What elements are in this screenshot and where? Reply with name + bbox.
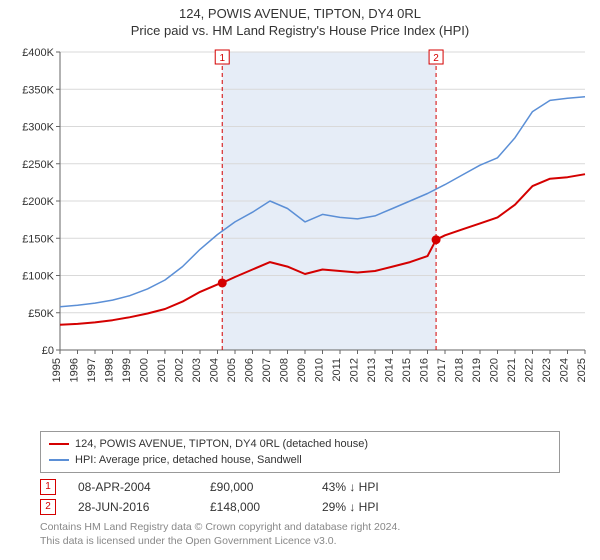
svg-text:2022: 2022 — [524, 358, 536, 382]
event-delta: 29% ↓ HPI — [322, 500, 432, 514]
attribution: Contains HM Land Registry data © Crown c… — [40, 521, 560, 548]
svg-text:2007: 2007 — [261, 358, 273, 382]
svg-text:2013: 2013 — [366, 358, 378, 382]
footer-line1: Contains HM Land Registry data © Crown c… — [40, 521, 560, 535]
event-marker-2: 2 — [40, 499, 56, 515]
svg-text:2: 2 — [433, 53, 439, 64]
event-date: 08-APR-2004 — [78, 480, 188, 494]
svg-text:2014: 2014 — [384, 358, 396, 382]
svg-text:2009: 2009 — [296, 358, 308, 382]
svg-text:1996: 1996 — [69, 358, 81, 382]
svg-text:2017: 2017 — [436, 358, 448, 382]
svg-text:1997: 1997 — [86, 358, 98, 382]
svg-text:2011: 2011 — [331, 358, 343, 382]
svg-text:2015: 2015 — [401, 358, 413, 382]
svg-text:2018: 2018 — [454, 358, 466, 382]
event-date: 28-JUN-2016 — [78, 500, 188, 514]
legend-label: 124, POWIS AVENUE, TIPTON, DY4 0RL (deta… — [75, 436, 368, 452]
event-marker-1: 1 — [40, 479, 56, 495]
footer-line2: This data is licensed under the Open Gov… — [40, 535, 560, 549]
svg-text:2025: 2025 — [576, 358, 588, 382]
legend-swatch-hpi — [49, 459, 69, 461]
legend: 124, POWIS AVENUE, TIPTON, DY4 0RL (deta… — [40, 431, 560, 473]
svg-text:2003: 2003 — [191, 358, 203, 382]
svg-text:£350K: £350K — [22, 84, 54, 96]
legend-label: HPI: Average price, detached house, Sand… — [75, 452, 302, 468]
legend-item: 124, POWIS AVENUE, TIPTON, DY4 0RL (deta… — [49, 436, 551, 452]
svg-text:2008: 2008 — [279, 358, 291, 382]
svg-text:2016: 2016 — [419, 358, 431, 382]
svg-text:£150K: £150K — [22, 233, 54, 245]
legend-item: HPI: Average price, detached house, Sand… — [49, 452, 551, 468]
legend-swatch-property — [49, 443, 69, 445]
event-price: £148,000 — [210, 500, 300, 514]
chart-title-line2: Price paid vs. HM Land Registry's House … — [0, 23, 600, 38]
svg-text:£250K: £250K — [22, 159, 54, 171]
price-chart: £0 £50K £100K £150K £200K £250K £300K £350K £400… — [10, 42, 590, 422]
event-number: 2 — [45, 502, 51, 512]
svg-text:1: 1 — [219, 53, 225, 64]
svg-text:2019: 2019 — [471, 358, 483, 382]
svg-text:2005: 2005 — [226, 358, 238, 382]
event-price: £90,000 — [210, 480, 300, 494]
svg-text:2002: 2002 — [174, 358, 186, 382]
svg-text:2023: 2023 — [541, 358, 553, 382]
event-row: 2 28-JUN-2016 £148,000 29% ↓ HPI — [40, 499, 560, 515]
svg-text:£100K: £100K — [22, 271, 54, 283]
svg-text:2021: 2021 — [506, 358, 518, 382]
svg-text:2006: 2006 — [244, 358, 256, 382]
event-row: 1 08-APR-2004 £90,000 43% ↓ HPI — [40, 479, 560, 495]
chart-title-line1: 124, POWIS AVENUE, TIPTON, DY4 0RL — [0, 6, 600, 21]
svg-text:2010: 2010 — [314, 358, 326, 382]
svg-text:2001: 2001 — [156, 358, 168, 382]
svg-text:1995: 1995 — [51, 358, 63, 382]
svg-text:£50K: £50K — [28, 308, 54, 320]
event-list: 1 08-APR-2004 £90,000 43% ↓ HPI 2 28-JUN… — [40, 479, 560, 515]
event-delta: 43% ↓ HPI — [322, 480, 432, 494]
svg-text:2004: 2004 — [209, 358, 221, 382]
svg-text:2000: 2000 — [139, 358, 151, 382]
event-number: 1 — [45, 482, 51, 492]
svg-text:£0: £0 — [42, 345, 54, 357]
svg-text:2012: 2012 — [349, 358, 361, 382]
svg-text:1998: 1998 — [104, 358, 116, 382]
svg-text:2020: 2020 — [489, 358, 501, 382]
svg-text:£300K: £300K — [22, 122, 54, 134]
svg-text:£200K: £200K — [22, 196, 54, 208]
svg-text:2024: 2024 — [559, 358, 571, 382]
chart-container: £0 £50K £100K £150K £200K £250K £300K £350K £400… — [10, 42, 600, 427]
svg-text:£400K: £400K — [22, 47, 54, 59]
svg-text:1999: 1999 — [121, 358, 133, 382]
